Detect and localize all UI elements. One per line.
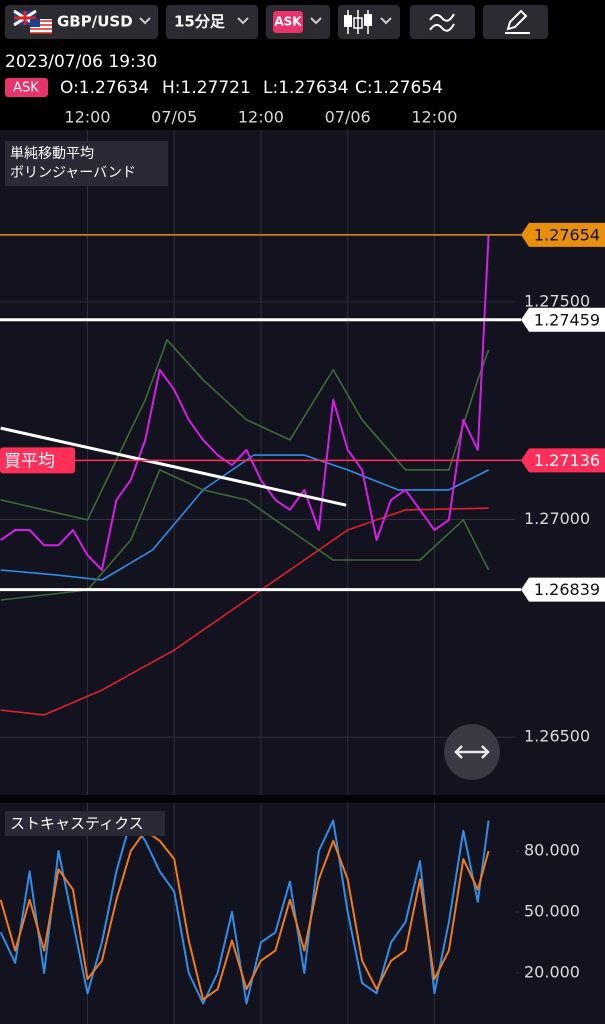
- flag-icon: [30, 19, 40, 27]
- toolbar: GBP/USD 15分足 ASK: [5, 5, 548, 39]
- price-label-box: [521, 222, 605, 247]
- position-tag-label: 買平均: [4, 451, 55, 471]
- candle-icon: [353, 17, 363, 29]
- y-tick-label: 1.27000: [524, 509, 590, 528]
- flag-icon: [30, 20, 52, 34]
- series-line: [0, 819, 490, 1005]
- quote-datetime: 2023/07/06 19:30: [5, 52, 157, 72]
- quote-badge: [5, 78, 48, 97]
- price-label: 1.27654: [534, 225, 600, 244]
- legend-box: [5, 141, 168, 186]
- flag-icon: [14, 11, 36, 25]
- indicator-line: [0, 339, 490, 521]
- price-panel[interactable]: [0, 130, 605, 795]
- price-label: 1.27459: [534, 310, 600, 329]
- candle-icon: [344, 15, 352, 27]
- position-tag: [0, 447, 75, 474]
- drawing-button[interactable]: [483, 5, 548, 39]
- timeframe: 15分足: [174, 13, 226, 31]
- x-tick-label: 07/05: [151, 108, 197, 127]
- x-tick-label: 12:00: [238, 108, 284, 127]
- chevron: [310, 17, 322, 25]
- price-label: 1.27136: [534, 451, 600, 470]
- price-label-box: [521, 577, 605, 602]
- x-tick-label: 07/06: [325, 108, 371, 127]
- chart-layer: 12:00 07/05 12:00 07/06 12:00 1.26500 1.27000 1…: [0, 108, 605, 1024]
- indicator-line: [0, 507, 489, 716]
- indicator-line: [0, 469, 490, 601]
- panel-title: ストキャスティクス: [10, 815, 144, 833]
- chevron: [139, 17, 151, 25]
- y-tick-label: 20.000: [524, 962, 580, 981]
- pen-icon: [505, 9, 530, 34]
- price-type-badge: [273, 11, 303, 33]
- y-tick-label: 1.27500: [524, 291, 590, 310]
- quote-low: L:1.27634: [263, 78, 349, 98]
- x-tick-label: 12:00: [64, 108, 110, 127]
- candle-icon: [364, 14, 372, 26]
- panel-divider: [0, 795, 605, 803]
- quote-open: O:1.27634: [60, 78, 149, 98]
- legend-label: 単純移動平均: [10, 146, 94, 162]
- chevron: [237, 17, 249, 25]
- symbol: GBP/USD: [57, 13, 133, 31]
- x-tick-label: 12:00: [411, 108, 457, 127]
- indicator-button[interactable]: [410, 5, 475, 39]
- timeframe-button[interactable]: [166, 5, 258, 39]
- price-type: ASK: [274, 15, 302, 29]
- quote-high: H:1.27721: [162, 78, 251, 98]
- series-line: [0, 234, 490, 571]
- overlay-layer: [444, 724, 500, 780]
- price-label-box: [521, 448, 605, 473]
- price-label: 1.26839: [534, 580, 600, 599]
- indicator-line: [0, 454, 489, 581]
- trend-line: [0, 426, 347, 507]
- y-tick-label: 80.000: [524, 840, 580, 859]
- quote-close: C:1.27654: [355, 78, 443, 98]
- scale-toggle-icon: [454, 745, 490, 759]
- quote-price-type: ASK: [13, 81, 39, 96]
- panel-title-box: [5, 811, 165, 836]
- indicator-icon: [429, 13, 455, 32]
- price-label-box: [521, 307, 605, 332]
- y-tick-label: 50.000: [524, 901, 580, 920]
- series-line: [0, 829, 490, 1001]
- y-tick-label: 1.26500: [524, 727, 590, 746]
- chevron: [380, 17, 392, 25]
- legend-label: ボリンジャーバンド: [10, 165, 136, 181]
- stochastic-panel: [0, 803, 605, 1024]
